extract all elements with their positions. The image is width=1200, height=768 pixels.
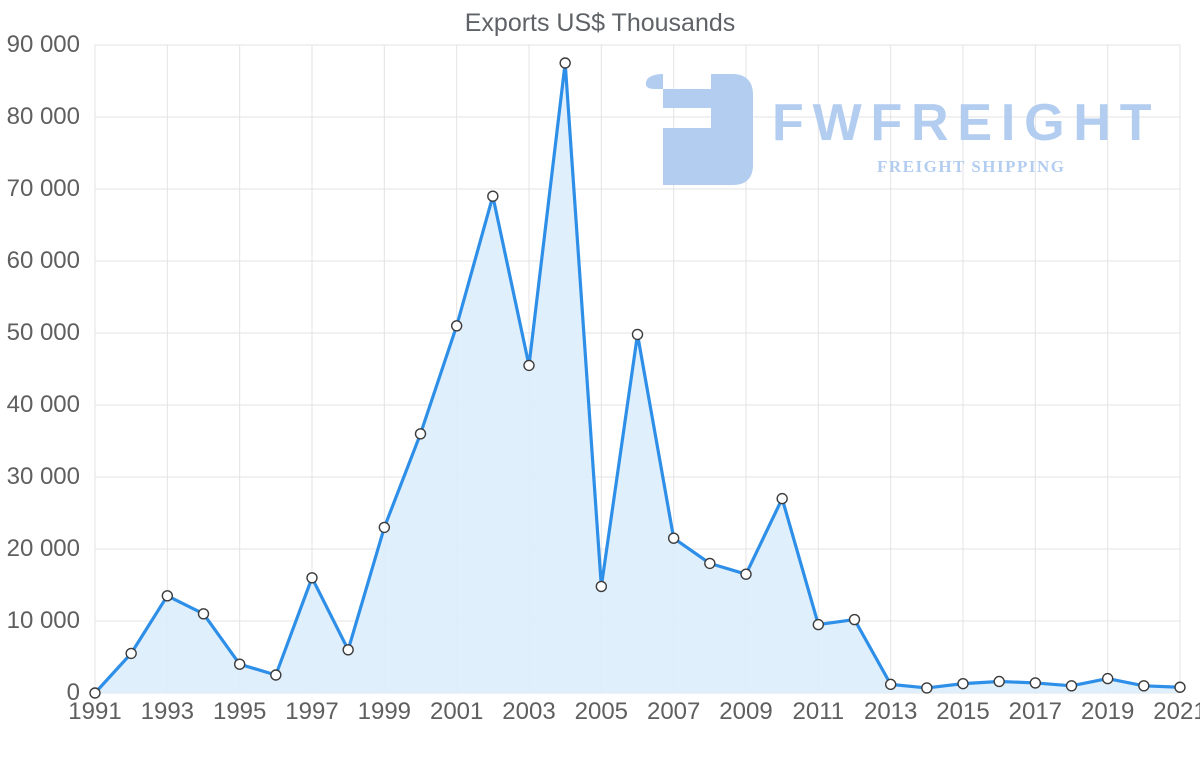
svg-text:1997: 1997	[285, 698, 338, 725]
svg-text:10 000: 10 000	[7, 607, 80, 634]
svg-text:60 000: 60 000	[7, 247, 80, 274]
svg-text:1991: 1991	[68, 698, 121, 725]
svg-text:2015: 2015	[936, 698, 989, 725]
svg-text:40 000: 40 000	[7, 391, 80, 418]
svg-text:2003: 2003	[502, 698, 555, 725]
svg-text:1993: 1993	[141, 698, 194, 725]
svg-text:80 000: 80 000	[7, 103, 80, 130]
svg-text:2017: 2017	[1009, 698, 1062, 725]
svg-text:2021: 2021	[1153, 698, 1200, 725]
svg-text:1995: 1995	[213, 698, 266, 725]
svg-text:2007: 2007	[647, 698, 700, 725]
svg-text:50 000: 50 000	[7, 319, 80, 346]
svg-text:1999: 1999	[358, 698, 411, 725]
svg-text:2009: 2009	[719, 698, 772, 725]
svg-text:30 000: 30 000	[7, 463, 80, 490]
svg-text:2005: 2005	[575, 698, 628, 725]
svg-text:2001: 2001	[430, 698, 483, 725]
svg-text:2011: 2011	[793, 698, 845, 725]
svg-text:70 000: 70 000	[7, 175, 80, 202]
svg-text:20 000: 20 000	[7, 535, 80, 562]
svg-text:2019: 2019	[1081, 698, 1134, 725]
svg-text:2013: 2013	[864, 698, 917, 725]
